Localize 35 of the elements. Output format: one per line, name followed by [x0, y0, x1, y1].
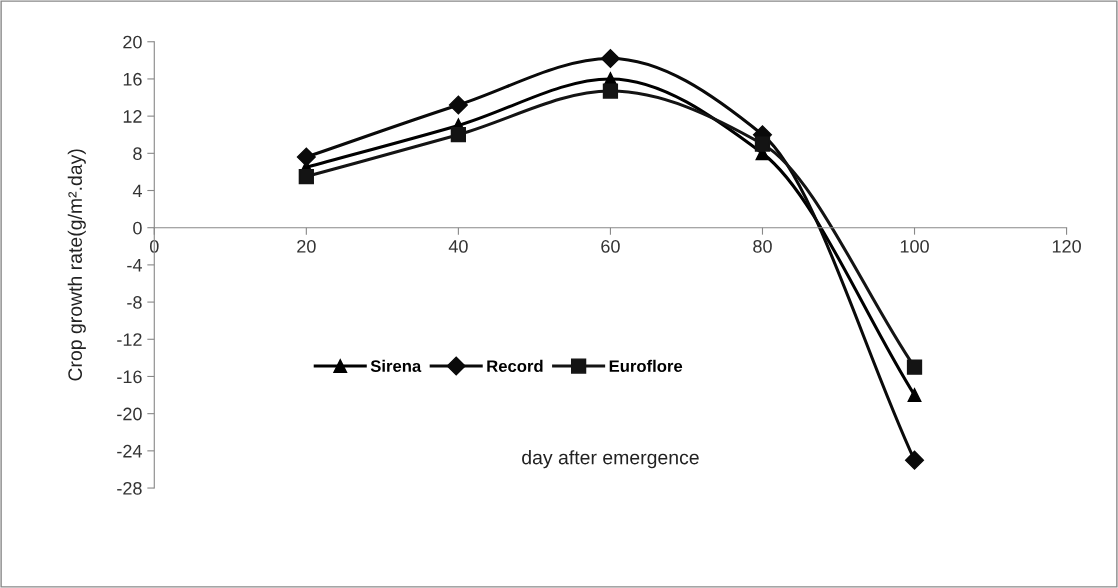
point [906, 359, 923, 375]
y-axis-title: Crop growth rate(g/m².day) [67, 149, 86, 381]
y-tick-label: -24 [117, 444, 142, 458]
y-tick-label: -28 [117, 481, 142, 495]
y-tick-label: 8 [133, 147, 142, 161]
point [450, 127, 467, 143]
point [296, 147, 316, 167]
y-tick-label: 0 [133, 221, 142, 235]
y-tick-label: 4 [132, 184, 142, 198]
y-tick-label: -8 [127, 296, 142, 309]
point [600, 48, 620, 69]
point [298, 168, 314, 185]
y-tick-label: 16 [123, 72, 142, 86]
y-tick-label: -4 [127, 259, 142, 272]
y-tick-label: -12 [117, 333, 142, 346]
x-tick-label: 100 [900, 239, 929, 253]
point [602, 83, 619, 99]
legend-label: Record [487, 359, 543, 373]
point [448, 95, 468, 115]
point [754, 136, 771, 152]
y-tick-label: -20 [117, 407, 142, 421]
point [907, 388, 922, 403]
y-tick-label: -16 [117, 370, 142, 384]
x-tick-label: 120 [1052, 239, 1081, 253]
x-tick-label: 80 [753, 239, 772, 253]
x-axis-title: day after emergence [522, 450, 699, 469]
x-tick-label: 0 [149, 239, 159, 253]
x-tick-label: 20 [297, 239, 316, 253]
x-tick-label: 40 [448, 239, 468, 253]
y-tick-label: 12 [123, 110, 142, 123]
x-tick-label: 60 [601, 239, 620, 253]
legend-label: Sirena [370, 359, 422, 373]
point [904, 450, 925, 470]
y-tick-label: 20 [123, 35, 142, 49]
legend-label: Euroflore [609, 359, 683, 373]
